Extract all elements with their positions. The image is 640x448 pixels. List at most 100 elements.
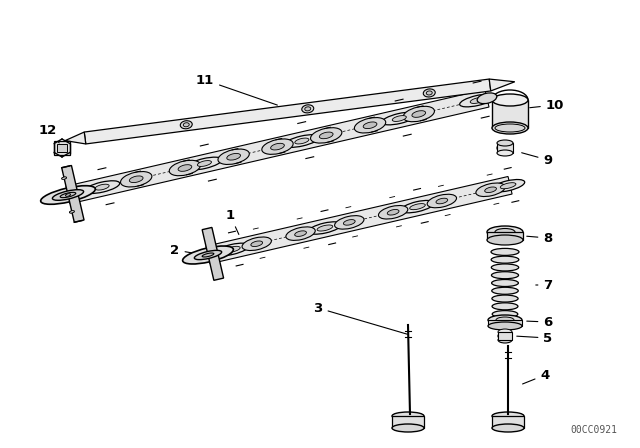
Ellipse shape: [60, 192, 76, 198]
Ellipse shape: [412, 111, 426, 117]
Ellipse shape: [497, 140, 513, 146]
Ellipse shape: [355, 117, 386, 133]
Ellipse shape: [492, 94, 528, 106]
Ellipse shape: [426, 91, 432, 95]
Ellipse shape: [251, 241, 262, 246]
Ellipse shape: [495, 228, 515, 236]
Ellipse shape: [492, 180, 525, 192]
Ellipse shape: [392, 424, 424, 432]
Ellipse shape: [488, 322, 522, 330]
Ellipse shape: [496, 317, 514, 323]
Ellipse shape: [484, 187, 497, 193]
Ellipse shape: [492, 272, 518, 279]
Ellipse shape: [295, 138, 309, 144]
Text: 12: 12: [39, 124, 59, 143]
Ellipse shape: [403, 106, 435, 122]
Ellipse shape: [262, 139, 293, 155]
Ellipse shape: [492, 295, 518, 302]
Bar: [392, 416, 424, 428]
Ellipse shape: [302, 105, 314, 113]
Ellipse shape: [378, 206, 408, 219]
Ellipse shape: [460, 94, 495, 107]
Ellipse shape: [392, 116, 406, 121]
Ellipse shape: [498, 332, 512, 340]
Ellipse shape: [492, 310, 518, 318]
Polygon shape: [202, 228, 223, 280]
Ellipse shape: [216, 243, 249, 255]
Ellipse shape: [319, 132, 333, 139]
Ellipse shape: [57, 145, 67, 151]
Text: 11: 11: [196, 73, 277, 105]
Ellipse shape: [317, 225, 333, 231]
Ellipse shape: [492, 412, 524, 420]
Bar: [487, 232, 523, 240]
Bar: [497, 143, 513, 153]
Ellipse shape: [120, 172, 152, 187]
Text: 6: 6: [527, 315, 552, 328]
Ellipse shape: [423, 89, 435, 97]
Ellipse shape: [498, 329, 512, 335]
Ellipse shape: [488, 315, 522, 325]
Text: 10: 10: [530, 99, 564, 112]
Ellipse shape: [187, 157, 222, 170]
Ellipse shape: [497, 150, 513, 156]
Ellipse shape: [197, 160, 211, 167]
Bar: [492, 100, 528, 128]
Text: 9: 9: [522, 153, 552, 167]
Bar: [57, 144, 67, 152]
Ellipse shape: [61, 177, 67, 179]
Ellipse shape: [364, 122, 377, 129]
Ellipse shape: [286, 227, 316, 241]
Ellipse shape: [491, 256, 519, 263]
Ellipse shape: [401, 200, 434, 213]
Ellipse shape: [477, 93, 497, 103]
Ellipse shape: [95, 184, 109, 190]
Bar: [54, 141, 70, 155]
Polygon shape: [84, 79, 491, 144]
Polygon shape: [206, 177, 512, 264]
Ellipse shape: [308, 222, 342, 234]
Bar: [492, 416, 524, 428]
Ellipse shape: [242, 237, 271, 250]
Ellipse shape: [169, 160, 200, 176]
Polygon shape: [65, 132, 86, 144]
Ellipse shape: [227, 153, 241, 160]
Ellipse shape: [492, 280, 518, 287]
Ellipse shape: [180, 121, 192, 129]
Ellipse shape: [492, 264, 518, 271]
Ellipse shape: [476, 183, 505, 197]
Ellipse shape: [487, 235, 523, 245]
Ellipse shape: [487, 226, 523, 238]
Ellipse shape: [84, 181, 120, 194]
Text: 2: 2: [170, 244, 213, 257]
Ellipse shape: [492, 122, 528, 134]
Ellipse shape: [195, 250, 221, 260]
Ellipse shape: [129, 176, 143, 183]
Ellipse shape: [392, 412, 424, 420]
Ellipse shape: [218, 149, 250, 164]
Ellipse shape: [427, 194, 456, 208]
Text: 7: 7: [536, 279, 552, 292]
Ellipse shape: [183, 123, 189, 127]
Ellipse shape: [182, 246, 234, 264]
Text: 5: 5: [516, 332, 552, 345]
Ellipse shape: [470, 98, 484, 103]
Ellipse shape: [344, 220, 355, 225]
Ellipse shape: [436, 198, 448, 204]
Text: 1: 1: [225, 208, 239, 234]
Text: 3: 3: [314, 302, 407, 334]
Ellipse shape: [381, 112, 417, 125]
Ellipse shape: [52, 190, 84, 200]
Ellipse shape: [178, 165, 192, 171]
Text: 4: 4: [523, 369, 550, 384]
Ellipse shape: [305, 107, 311, 111]
Bar: [498, 332, 512, 340]
Ellipse shape: [498, 337, 512, 343]
Polygon shape: [66, 90, 489, 204]
Ellipse shape: [492, 303, 518, 310]
Ellipse shape: [335, 215, 364, 229]
Ellipse shape: [284, 135, 319, 147]
Ellipse shape: [70, 211, 74, 213]
Ellipse shape: [225, 246, 240, 252]
Bar: [488, 320, 522, 326]
